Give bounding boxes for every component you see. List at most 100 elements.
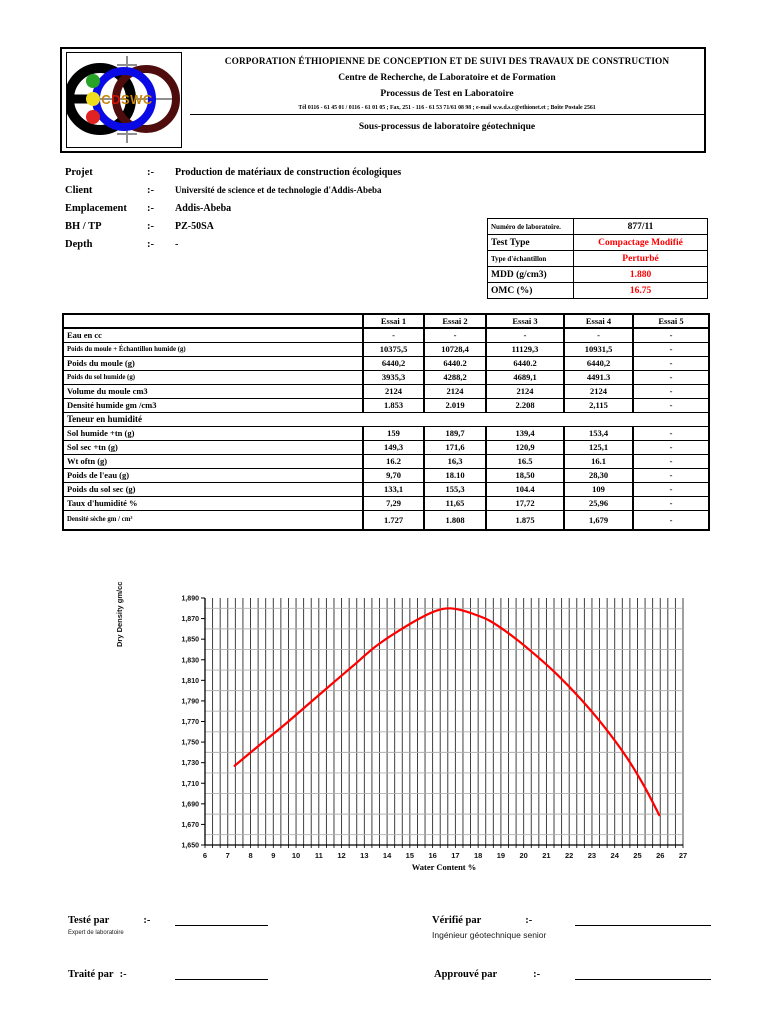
x-tick-label: 22	[565, 851, 573, 860]
y-tick-label: 1,670	[181, 822, 199, 829]
y-tick-label: 1,830	[181, 657, 199, 664]
row-value: 133,1	[362, 481, 425, 497]
row-value: 1.875	[485, 509, 565, 531]
treated-by-block: Traité par :-	[68, 964, 127, 982]
row-value: 153,4	[563, 425, 634, 441]
x-tick-label: 10	[292, 851, 300, 860]
treated-by-label: Traité par	[68, 969, 114, 980]
row-label: Sol sec +tn (g)	[62, 439, 364, 455]
y-axis-title: Dry Density gm/cc	[115, 582, 124, 647]
row-value: -	[362, 327, 425, 343]
project-sep: :-	[147, 238, 154, 250]
row-label: Wt oftn (g)	[62, 453, 364, 469]
row-value: 109	[563, 481, 634, 497]
test-info-label: Type d'échantillon	[487, 250, 574, 267]
row-value: -	[563, 327, 634, 343]
results-data-row: Poids du sol humide (g) 3935,3 4288,2 4689,…	[62, 369, 710, 385]
row-value: 10931,5	[563, 341, 634, 357]
x-tick-label: 8	[248, 851, 252, 860]
row-value: 125,1	[563, 439, 634, 455]
row-value: 16.1	[563, 453, 634, 469]
compaction-curve-chart: 1,650 1,670 1,690 1,710 1,730 1,750 1,770 1,790…	[115, 582, 687, 872]
row-label: Poids du sol sec (g)	[62, 481, 364, 497]
x-tick-label: 7	[226, 851, 230, 860]
row-value: -	[632, 369, 710, 385]
row-value: 16.5	[485, 453, 565, 469]
y-tick-label: 1,790	[181, 698, 199, 705]
tested-by-label: Testé par	[68, 915, 110, 926]
row-value: -	[632, 439, 710, 455]
x-tick-label: 17	[451, 851, 459, 860]
row-value: 11129,3	[485, 341, 565, 357]
x-tick-label: 19	[497, 851, 505, 860]
row-value: 2124	[423, 383, 487, 399]
row-value: 120,9	[485, 439, 565, 455]
x-tick-label: 15	[406, 851, 414, 860]
header-text: CORPORATION ÉTHIOPIENNE DE CONCEPTION ET…	[190, 49, 704, 151]
project-value: Addis-Abeba	[175, 202, 232, 214]
verified-by-block: Vérifié par :-	[432, 910, 532, 928]
project-info: Projet:- Production de matériaux de const…	[65, 163, 485, 253]
row-value: 1.808	[423, 509, 487, 531]
results-section-row: Teneur en humidité	[62, 411, 710, 427]
test-info-value: 16.75	[573, 282, 708, 299]
row-value: 6440,2	[563, 355, 634, 371]
row-value: -	[632, 453, 710, 469]
results-header-essai: Essai 1	[362, 313, 425, 329]
results-data-row: Poids de l'eau (g) 9,70 18.10 18,50 28,30-	[62, 467, 710, 483]
tested-by-signature-line	[175, 925, 268, 926]
project-value: PZ-50SA	[175, 220, 214, 232]
test-info-label: MDD (g/cm3)	[487, 266, 574, 283]
row-label: Eau en cc	[62, 327, 364, 343]
row-value: 10375,5	[362, 341, 425, 357]
row-value: -	[632, 355, 710, 371]
row-label: Teneur en humidité	[62, 411, 710, 427]
row-value: 28,30	[563, 467, 634, 483]
row-value: 2.208	[485, 397, 565, 413]
cdswc-logo-graphic: CDSWC	[64, 56, 180, 143]
row-value: 6440,2	[362, 355, 425, 371]
tested-by-block: Testé par :-	[68, 910, 150, 928]
row-value: 6440.2	[485, 355, 565, 371]
row-value: 11,65	[423, 495, 487, 511]
row-value: 159	[362, 425, 425, 441]
row-value: 2,115	[563, 397, 634, 413]
tested-by-sep: :-	[143, 915, 151, 926]
row-value: 189,7	[423, 425, 487, 441]
row-value: 9,70	[362, 467, 425, 483]
y-tick-label: 1,810	[181, 678, 199, 685]
project-label: Depth	[65, 238, 93, 250]
verified-by-label: Vérifié par	[432, 915, 482, 926]
row-value: 17,72	[485, 495, 565, 511]
project-label: Emplacement	[65, 202, 127, 214]
x-tick-label: 26	[656, 851, 664, 860]
verified-by-sep: :-	[525, 915, 533, 926]
x-tick-label: 27	[679, 851, 687, 860]
results-data-row: Poids du sol sec (g) 133,1 155,3 104.4 109-	[62, 481, 710, 497]
x-tick-label: 18	[474, 851, 482, 860]
y-tick-label: 1,890	[181, 596, 199, 603]
x-tick-label: 12	[337, 851, 345, 860]
x-axis-title: Water Content %	[412, 862, 477, 872]
project-row-emplacement: Emplacement:- Addis-Abeba	[65, 199, 485, 217]
row-value: -	[632, 341, 710, 357]
treated-by-signature-line	[175, 979, 268, 980]
y-tick-label: 1,770	[181, 719, 199, 726]
test-info-value: Compactage Modifié	[573, 234, 708, 251]
results-data-row: Taux d'humidité % 7,29 11,65 17,72 25,96-	[62, 495, 710, 511]
test-info-value: 1.880	[573, 266, 708, 283]
x-tick-label: 9	[271, 851, 275, 860]
approved-by-block: Approuvé par :-	[434, 964, 540, 982]
project-value: Université de science et de technologie …	[175, 185, 382, 195]
x-tick-label: 20	[519, 851, 527, 860]
row-value: 171,6	[423, 439, 487, 455]
row-value: 2.019	[423, 397, 487, 413]
row-value: 4689,1	[485, 369, 565, 385]
row-label: Densité humide gm /cm3	[62, 397, 364, 413]
results-header-empty	[62, 313, 364, 329]
row-value: 149,3	[362, 439, 425, 455]
y-tick-label: 1,690	[181, 801, 199, 808]
project-label: BH / TP	[65, 220, 102, 232]
verified-by-role: Ingénieur géotechnique senior	[432, 930, 547, 940]
company-center: Centre de Recherche, de Laboratoire et d…	[338, 73, 556, 83]
